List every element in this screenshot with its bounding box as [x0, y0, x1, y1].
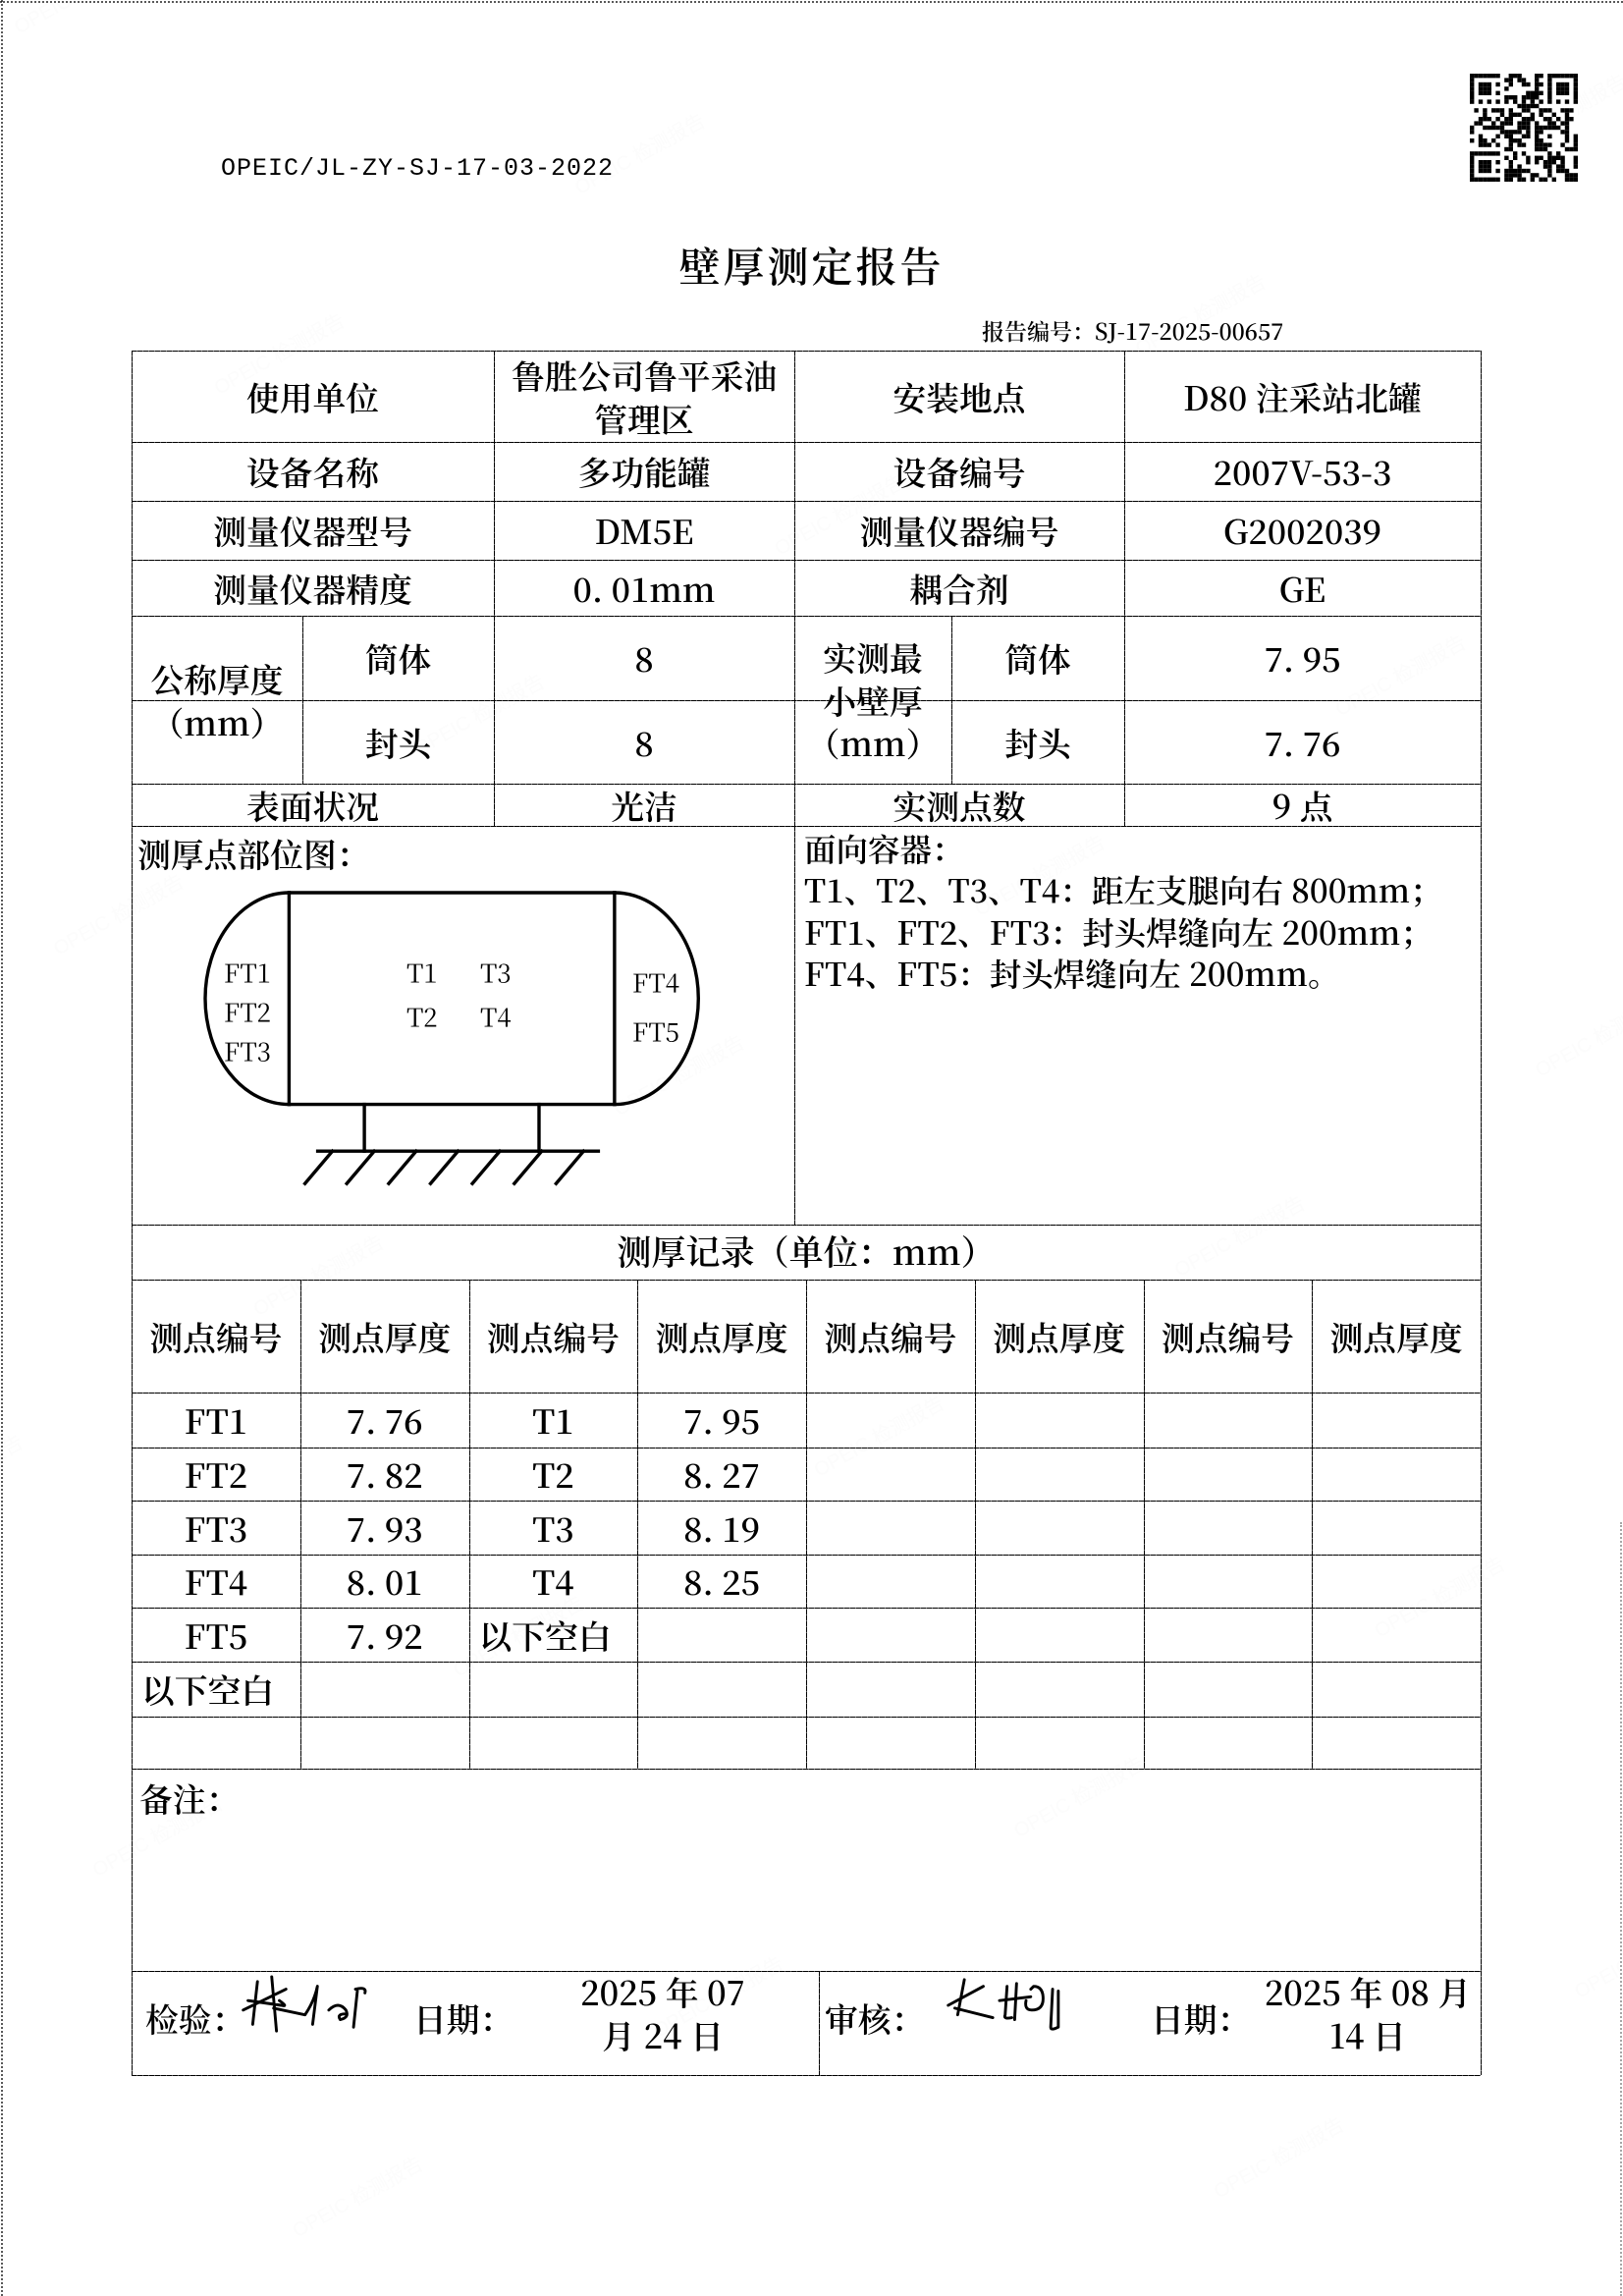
svg-text:FT3: FT3	[224, 1032, 271, 1068]
svg-text:T4: T4	[480, 998, 511, 1034]
svg-text:T3: T3	[480, 954, 511, 990]
svg-text:T2: T2	[406, 998, 437, 1034]
svg-text:FT2: FT2	[224, 993, 271, 1029]
svg-text:FT4: FT4	[632, 963, 679, 1000]
svg-text:FT5: FT5	[632, 1012, 679, 1049]
svg-text:FT1: FT1	[224, 954, 271, 990]
svg-text:T1: T1	[406, 954, 437, 990]
